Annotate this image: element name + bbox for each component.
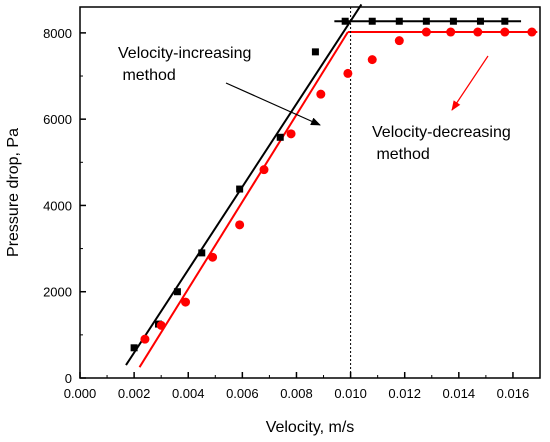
series-1-point [156, 320, 166, 330]
annotation-0-arrow [225, 82, 321, 126]
annotations: Velocity-increasing method Velocity-decre… [118, 45, 511, 163]
x-tick-label: 0.006 [226, 386, 259, 401]
x-tick-label: 0.002 [118, 386, 151, 401]
series-1-point [259, 165, 269, 175]
series-0-point [236, 185, 244, 193]
series-1-point [527, 27, 537, 37]
series-0-point [198, 249, 206, 257]
series-1-point [500, 27, 510, 37]
series-1-point [446, 27, 456, 37]
annotation-0-line-1: method [118, 67, 176, 84]
series-0-point [311, 48, 319, 56]
plot-frame [79, 6, 541, 379]
annotation-1-arrow [451, 55, 489, 111]
x-tick-label: 0.004 [172, 386, 205, 401]
series-1-point [421, 27, 431, 37]
x-tick-label: 0.012 [388, 386, 421, 401]
series-1-point [473, 27, 483, 37]
annotation-0-line-0: Velocity-increasing [118, 45, 251, 62]
fit-line-0 [125, 3, 363, 366]
series-0-point [449, 17, 457, 25]
series-1-point [140, 334, 150, 344]
series-0-point [341, 17, 349, 25]
series-0-point [422, 17, 430, 25]
annotation-1-line-0: Velocity-decreasing [372, 124, 511, 141]
series-1-point [181, 297, 191, 307]
series-0-point [276, 133, 284, 141]
series-0-point [395, 17, 403, 25]
x-tick-label: 0.000 [64, 386, 97, 401]
x-tick-label: 0.008 [280, 386, 313, 401]
fit-line-2 [138, 31, 349, 368]
series-1-point [286, 129, 296, 139]
x-tick-label: 0.014 [443, 386, 476, 401]
x-axis-title: Velocity, m/s [266, 419, 355, 436]
series-0-point [130, 344, 138, 352]
series-1-point [343, 68, 353, 78]
annotation-1-line-1: method [372, 146, 430, 163]
series-1-point [367, 55, 377, 65]
y-tick-label: 0 [65, 371, 72, 386]
x-tick-label: 0.010 [334, 386, 367, 401]
series-0-point [368, 17, 376, 25]
y-tick-label: 2000 [43, 285, 72, 300]
series-0-point [173, 288, 181, 296]
series-1-point [394, 36, 404, 46]
y-tick-label: 8000 [43, 26, 72, 41]
data-points [130, 17, 537, 352]
series-1-point [316, 89, 326, 99]
axes: 0.000 0.002 0.004 0.006 0.008 0.010 0.012 0.014… [43, 6, 541, 401]
series-0-point [501, 17, 509, 25]
y-tick-label: 4000 [43, 198, 72, 213]
series-1-point [208, 252, 218, 262]
series-0-point [476, 17, 484, 25]
y-axis-title: Pressure drop, Pa [5, 128, 22, 257]
series-1-point [235, 220, 245, 230]
x-tick-label: 0.016 [497, 386, 530, 401]
y-tick-label: 6000 [43, 112, 72, 127]
